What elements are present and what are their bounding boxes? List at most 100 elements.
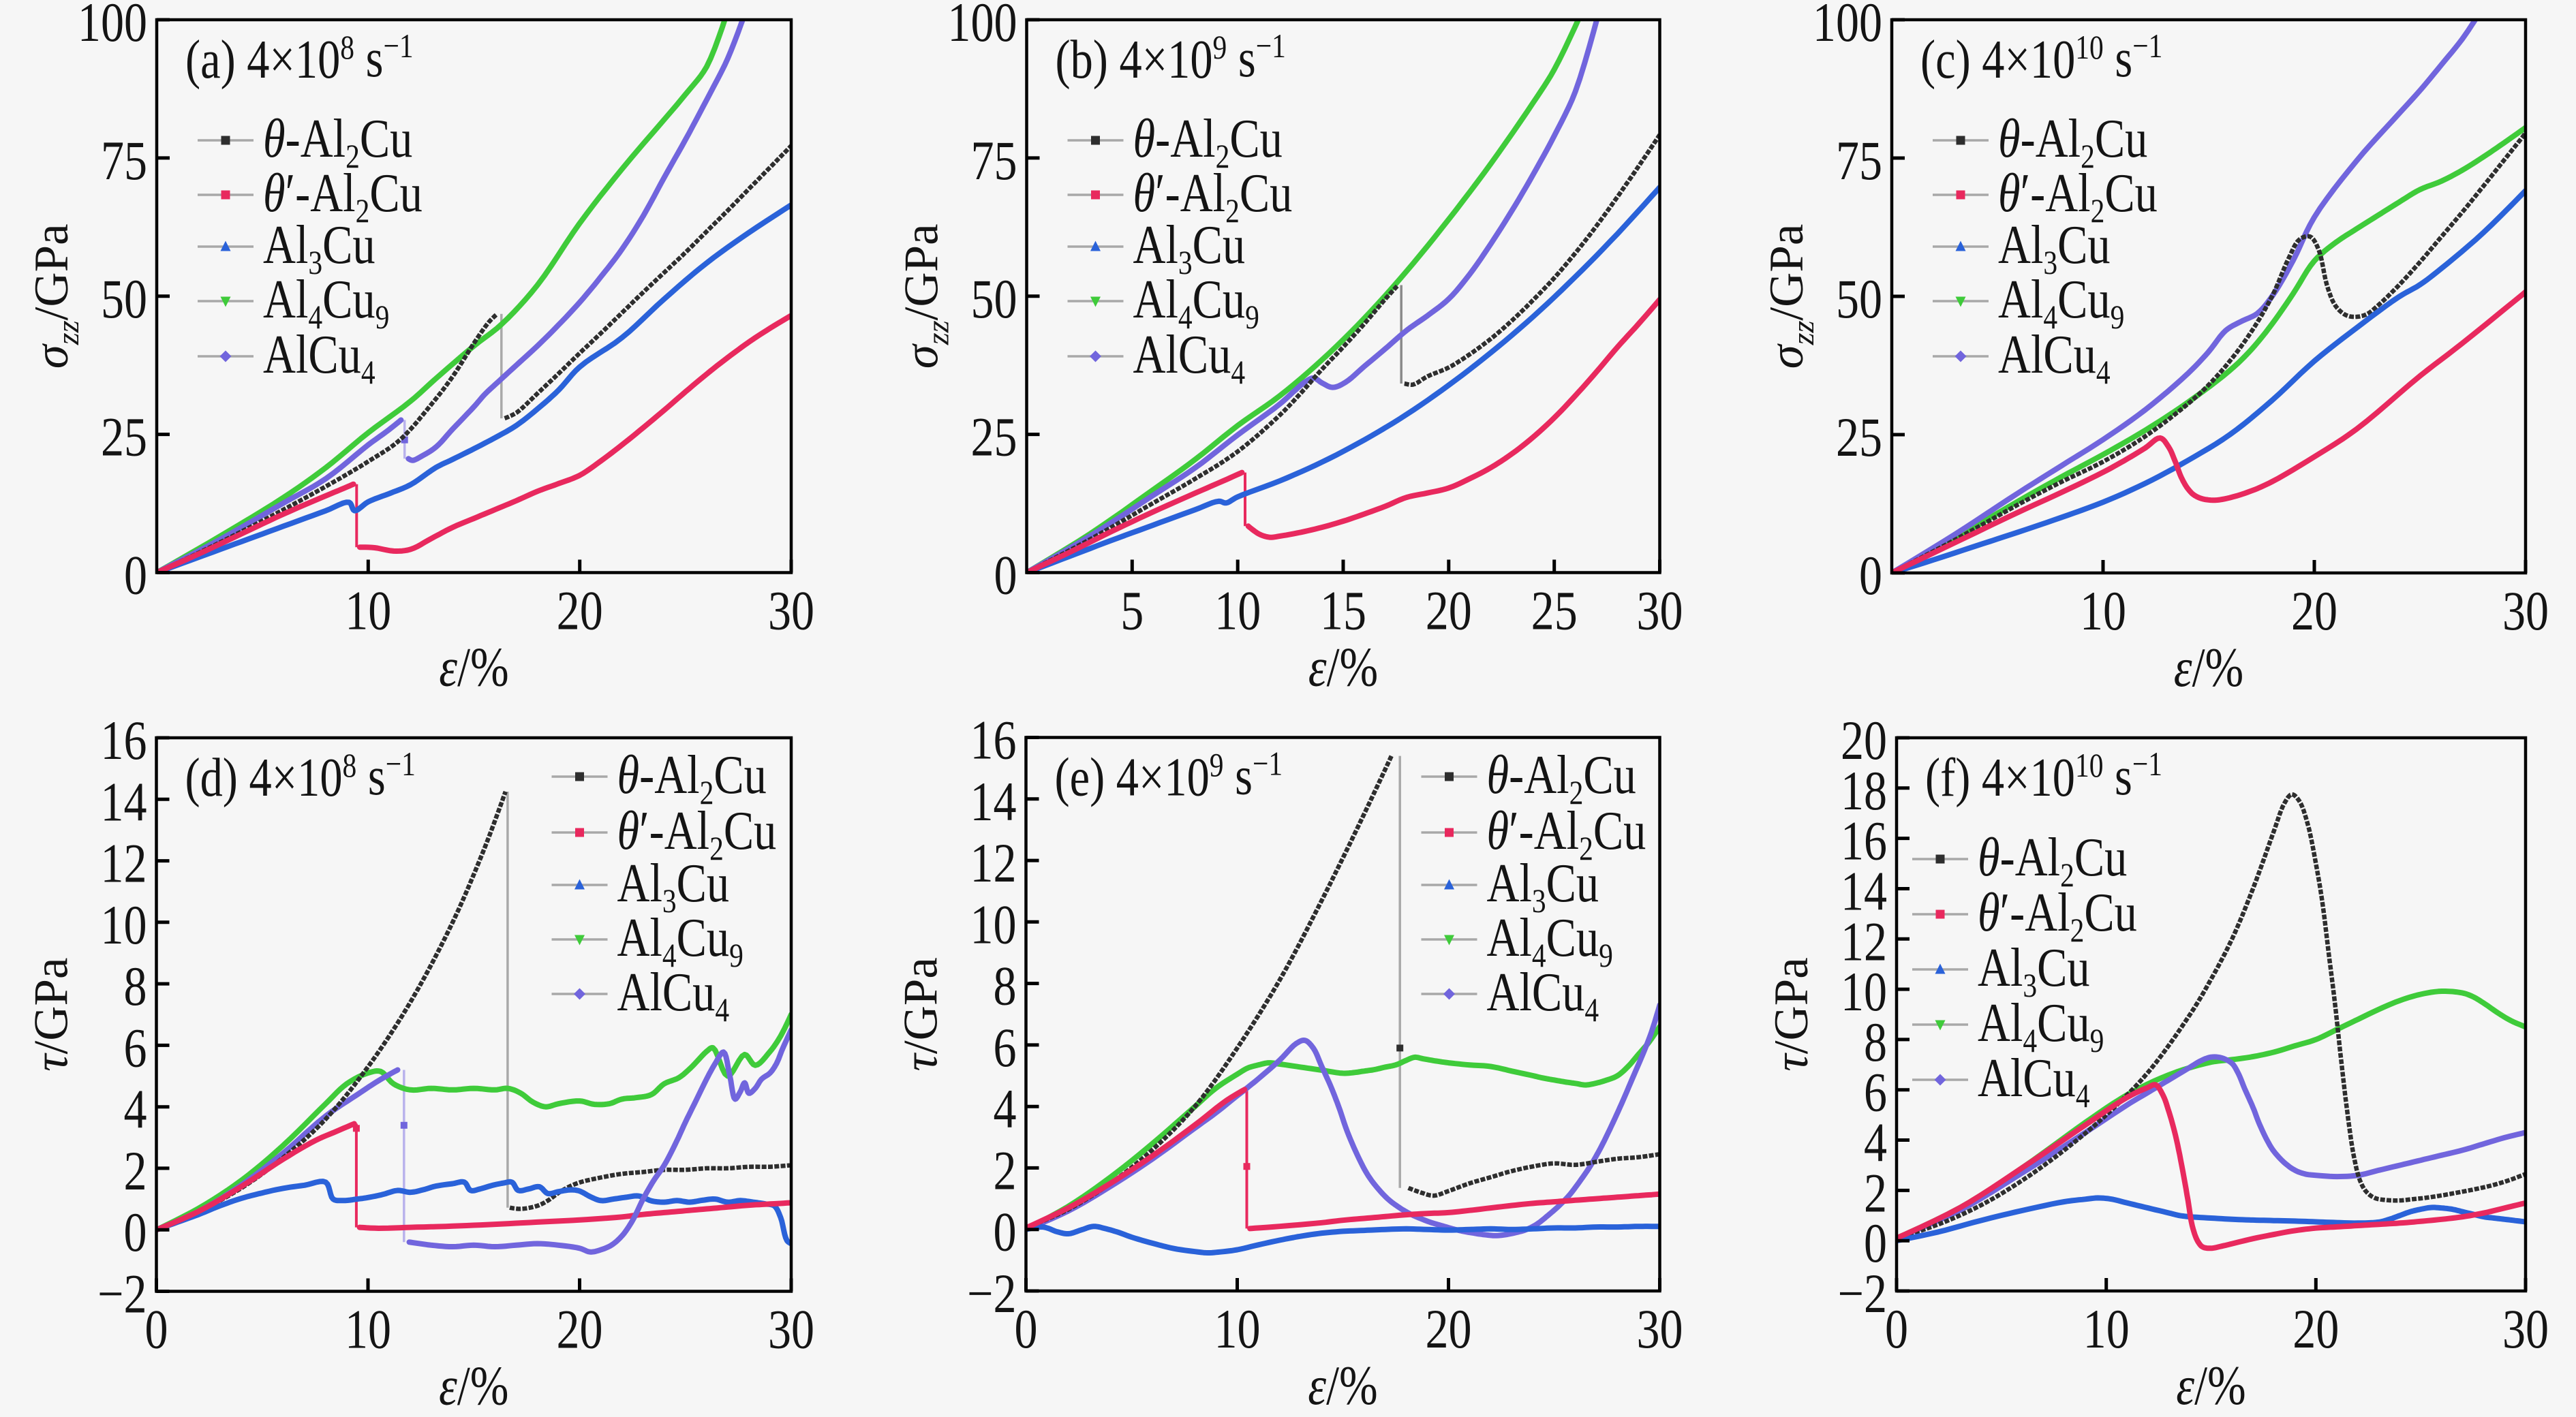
svg-text:16: 16 [1841,811,1887,872]
svg-text:16: 16 [970,710,1016,771]
svg-text:10: 10 [2083,1298,2130,1360]
svg-text:30: 30 [2502,1298,2549,1360]
svg-text:0: 0 [1859,545,1882,606]
svg-text:14: 14 [1841,861,1887,922]
svg-text:(b) 4×109 s−1: (b) 4×109 s−1 [1056,27,1286,89]
svg-text:100: 100 [1813,0,1882,53]
svg-text:6: 6 [993,1017,1016,1078]
svg-text:θ′-Al2Cu: θ′-Al2Cu [263,162,423,230]
svg-text:75: 75 [101,130,147,191]
svg-text:5: 5 [1120,580,1144,642]
svg-text:8: 8 [1864,1012,1887,1073]
svg-text:30: 30 [2502,580,2549,642]
svg-text:−2: −2 [1838,1263,1887,1324]
svg-text:θ′-Al2Cu: θ′-Al2Cu [1978,882,2137,949]
svg-text:0: 0 [124,545,147,606]
svg-text:30: 30 [1636,1298,1683,1360]
svg-text:10: 10 [1841,961,1887,1023]
svg-text:50: 50 [1836,268,1882,330]
svg-text:AlCu4: AlCu4 [617,961,730,1029]
svg-text:θ′-Al2Cu: θ′-Al2Cu [1487,800,1646,867]
svg-text:Al4Cu9: Al4Cu9 [263,268,389,336]
svg-text:4: 4 [1864,1112,1887,1174]
svg-text:Al3Cu: Al3Cu [1487,852,1599,920]
svg-text:4: 4 [123,1079,147,1140]
svg-text:Al4Cu9: Al4Cu9 [1998,268,2124,336]
svg-text:ε/%: ε/% [1308,637,1378,698]
svg-text:τ/GPa: τ/GPa [1765,957,1818,1071]
svg-text:−2: −2 [97,1264,147,1325]
svg-text:0: 0 [994,545,1017,606]
svg-text:ε/%: ε/% [2176,1355,2245,1416]
svg-text:2: 2 [1864,1163,1887,1224]
svg-text:12: 12 [970,832,1016,894]
svg-text:10: 10 [1214,580,1261,642]
svg-text:(a) 4×108 s−1: (a) 4×108 s−1 [185,27,414,89]
svg-text:θ′-Al2Cu: θ′-Al2Cu [1133,162,1293,230]
svg-text:AlCu4: AlCu4 [1133,324,1246,391]
svg-text:θ-Al2Cu: θ-Al2Cu [1998,108,2147,175]
svg-text:θ-Al2Cu: θ-Al2Cu [263,108,412,175]
svg-text:σzz/GPa: σzz/GPa [895,223,955,369]
svg-text:6: 6 [1864,1062,1887,1123]
svg-text:AlCu4: AlCu4 [1998,324,2111,391]
svg-text:25: 25 [1531,580,1578,642]
svg-text:θ-Al2Cu: θ-Al2Cu [1133,108,1283,175]
svg-text:(f) 4×1010 s−1: (f) 4×1010 s−1 [1925,745,2162,807]
svg-text:10: 10 [970,894,1016,955]
svg-text:ε/%: ε/% [1308,1355,1377,1416]
svg-text:4: 4 [993,1078,1016,1140]
svg-text:θ-Al2Cu: θ-Al2Cu [617,744,767,811]
svg-text:20: 20 [1426,580,1472,642]
svg-text:(c) 4×1010 s−1: (c) 4×1010 s−1 [1920,27,2162,89]
svg-text:0: 0 [1885,1298,1908,1360]
svg-text:100: 100 [78,0,147,53]
svg-text:τ/GPa: τ/GPa [25,957,78,1071]
svg-text:Al4Cu9: Al4Cu9 [1133,268,1259,336]
svg-text:ε/%: ε/% [439,1356,508,1417]
svg-text:0: 0 [1864,1213,1887,1274]
svg-text:(d) 4×108 s−1: (d) 4×108 s−1 [185,745,416,807]
svg-text:0: 0 [993,1202,1016,1263]
svg-text:75: 75 [970,130,1017,191]
svg-text:σzz/GPa: σzz/GPa [1760,224,1820,369]
svg-text:θ-Al2Cu: θ-Al2Cu [1487,744,1636,811]
svg-text:30: 30 [768,580,814,642]
svg-text:14: 14 [100,771,147,832]
svg-text:Al4Cu9: Al4Cu9 [1487,907,1613,974]
svg-text:Al3Cu: Al3Cu [1978,937,2090,1004]
svg-text:10: 10 [345,580,391,642]
svg-text:θ′-Al2Cu: θ′-Al2Cu [1998,162,2158,230]
svg-text:θ-Al2Cu: θ-Al2Cu [1978,826,2127,894]
svg-text:10: 10 [2080,580,2126,642]
svg-text:14: 14 [970,771,1016,832]
svg-text:20: 20 [2293,1298,2339,1360]
svg-text:12: 12 [100,833,147,894]
svg-text:20: 20 [1841,710,1887,771]
svg-text:σzz/GPa: σzz/GPa [25,223,85,369]
svg-text:0: 0 [144,1299,168,1360]
svg-text:10: 10 [1214,1298,1260,1360]
svg-text:(e) 4×109 s−1: (e) 4×109 s−1 [1055,745,1283,807]
svg-text:30: 30 [1636,580,1683,642]
svg-text:Al4Cu9: Al4Cu9 [1978,992,2104,1059]
svg-text:AlCu4: AlCu4 [263,324,375,391]
svg-text:−2: −2 [967,1263,1016,1324]
svg-text:16: 16 [100,710,147,771]
svg-text:0: 0 [1014,1298,1037,1360]
svg-text:20: 20 [2291,580,2337,642]
svg-text:20: 20 [1425,1298,1471,1360]
svg-text:τ/GPa: τ/GPa [895,957,948,1071]
svg-text:20: 20 [557,580,603,642]
svg-text:Al4Cu9: Al4Cu9 [617,907,743,974]
svg-text:50: 50 [970,268,1017,330]
svg-text:2: 2 [123,1140,147,1202]
svg-text:30: 30 [768,1299,814,1360]
svg-text:18: 18 [1841,760,1887,822]
svg-text:50: 50 [101,268,147,330]
svg-text:25: 25 [1836,407,1882,468]
svg-text:θ′-Al2Cu: θ′-Al2Cu [617,800,777,867]
svg-text:0: 0 [123,1202,147,1263]
svg-text:100: 100 [947,0,1017,53]
svg-text:6: 6 [123,1018,147,1079]
